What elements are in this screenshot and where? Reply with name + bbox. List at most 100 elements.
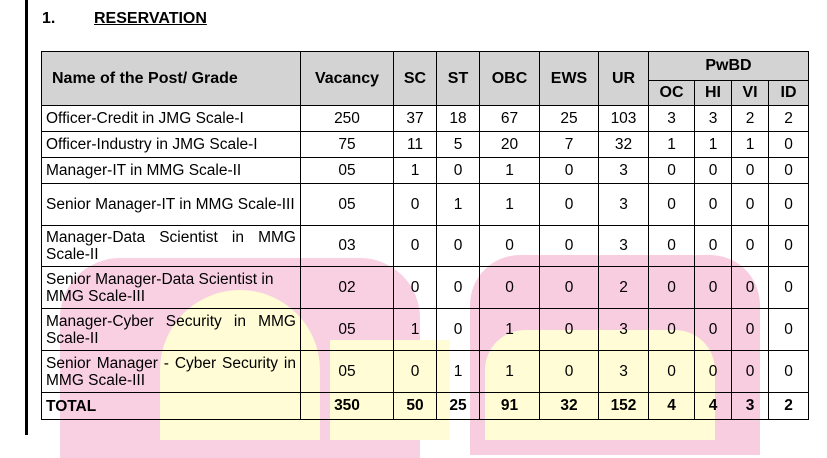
sc-cell: 50 [393, 392, 437, 420]
header-id: ID [768, 80, 809, 106]
header-oc: OC [648, 80, 695, 106]
sc-cell: 11 [393, 131, 437, 158]
vacancy-cell: 05 [300, 157, 394, 184]
oc-cell: 0 [648, 266, 695, 309]
st-cell: 5 [436, 131, 480, 158]
obc-cell: 67 [479, 105, 540, 132]
section-title: RESERVATION [94, 10, 207, 27]
table-row: Manager-IT in MMG Scale-II 05 1 0 1 0 3 … [41, 157, 809, 184]
sc-cell: 0 [393, 266, 437, 309]
hi-cell: 0 [694, 266, 732, 309]
st-cell: 0 [436, 157, 480, 184]
obc-cell: 1 [479, 308, 540, 351]
header-vacancy: Vacancy [300, 51, 394, 106]
ews-cell: 0 [539, 350, 599, 393]
obc-cell: 0 [479, 225, 540, 267]
vi-cell: 0 [731, 183, 769, 226]
obc-cell: 0 [479, 266, 540, 309]
header-ews: EWS [539, 51, 599, 106]
oc-cell: 0 [648, 183, 695, 226]
hi-cell: 1 [694, 131, 732, 158]
ur-cell: 3 [598, 157, 649, 184]
vacancy-cell: 75 [300, 131, 394, 158]
ur-cell: 152 [598, 392, 649, 420]
vi-cell: 2 [731, 105, 769, 132]
ur-cell: 3 [598, 308, 649, 351]
post-name: TOTAL [41, 392, 301, 420]
obc-cell: 20 [479, 131, 540, 158]
vi-cell: 3 [731, 392, 769, 420]
sc-cell: 37 [393, 105, 437, 132]
table-row: Officer-Credit in JMG Scale-I 250 37 18 … [41, 105, 809, 132]
page-border-left [25, 0, 28, 435]
hi-cell: 0 [694, 308, 732, 351]
total-row: TOTAL 350 50 25 91 32 152 4 4 3 2 [41, 392, 809, 420]
header-name: Name of the Post/ Grade [41, 51, 301, 106]
oc-cell: 0 [648, 157, 695, 184]
vi-cell: 0 [731, 308, 769, 351]
id-cell: 0 [768, 183, 809, 226]
header-pwbd: PwBD [648, 51, 809, 81]
vacancy-cell: 250 [300, 105, 394, 132]
post-name: Senior Manager-IT in MMG Scale-III [41, 183, 301, 226]
post-name: Manager-IT in MMG Scale-II [41, 157, 301, 184]
hi-cell: 0 [694, 225, 732, 267]
id-cell: 0 [768, 131, 809, 158]
oc-cell: 1 [648, 131, 695, 158]
obc-cell: 1 [479, 157, 540, 184]
oc-cell: 0 [648, 350, 695, 393]
vi-cell: 0 [731, 157, 769, 184]
id-cell: 2 [768, 105, 809, 132]
vacancy-cell: 05 [300, 308, 394, 351]
vacancy-cell: 350 [300, 392, 394, 420]
st-cell: 1 [436, 183, 480, 226]
ews-cell: 0 [539, 266, 599, 309]
section-number: 1. [42, 10, 56, 27]
post-name: Senior Manager - Cyber Security in MMG S… [41, 350, 301, 393]
sc-cell: 1 [393, 308, 437, 351]
section-heading: 1. RESERVATION [42, 10, 207, 28]
post-name: Senior Manager-Data Scientist in MMG Sca… [41, 266, 301, 309]
hi-cell: 0 [694, 183, 732, 226]
id-cell: 0 [768, 350, 809, 393]
ur-cell: 3 [598, 183, 649, 226]
vi-cell: 1 [731, 131, 769, 158]
ews-cell: 0 [539, 157, 599, 184]
post-name: Manager-Data Scientist in MMG Scale-II [41, 225, 301, 267]
table-row: Senior Manager-Data Scientist in MMG Sca… [41, 266, 809, 309]
ur-cell: 2 [598, 266, 649, 309]
sc-cell: 0 [393, 225, 437, 267]
id-cell: 0 [768, 157, 809, 184]
id-cell: 0 [768, 308, 809, 351]
id-cell: 0 [768, 225, 809, 267]
id-cell: 0 [768, 266, 809, 309]
sc-cell: 1 [393, 157, 437, 184]
header-hi: HI [694, 80, 732, 106]
sc-cell: 0 [393, 350, 437, 393]
hi-cell: 4 [694, 392, 732, 420]
vi-cell: 0 [731, 350, 769, 393]
table-row: Manager-Cyber Security in MMG Scale-II 0… [41, 308, 809, 351]
id-cell: 2 [768, 392, 809, 420]
obc-cell: 1 [479, 183, 540, 226]
hi-cell: 0 [694, 350, 732, 393]
oc-cell: 4 [648, 392, 695, 420]
header-st: ST [436, 51, 480, 106]
oc-cell: 0 [648, 225, 695, 267]
vi-cell: 0 [731, 266, 769, 309]
ews-cell: 0 [539, 308, 599, 351]
ur-cell: 3 [598, 350, 649, 393]
table-row: Senior Manager-IT in MMG Scale-III 05 0 … [41, 183, 809, 226]
sc-cell: 0 [393, 183, 437, 226]
ews-cell: 25 [539, 105, 599, 132]
post-name: Manager-Cyber Security in MMG Scale-II [41, 308, 301, 351]
vacancy-cell: 02 [300, 266, 394, 309]
st-cell: 0 [436, 266, 480, 309]
table-row: Officer-Industry in JMG Scale-I 75 11 5 … [41, 131, 809, 158]
reservation-table: Name of the Post/ Grade Vacancy SC ST OB… [41, 51, 809, 420]
obc-cell: 91 [479, 392, 540, 420]
vi-cell: 0 [731, 225, 769, 267]
header-ur: UR [598, 51, 649, 106]
ews-cell: 32 [539, 392, 599, 420]
oc-cell: 3 [648, 105, 695, 132]
